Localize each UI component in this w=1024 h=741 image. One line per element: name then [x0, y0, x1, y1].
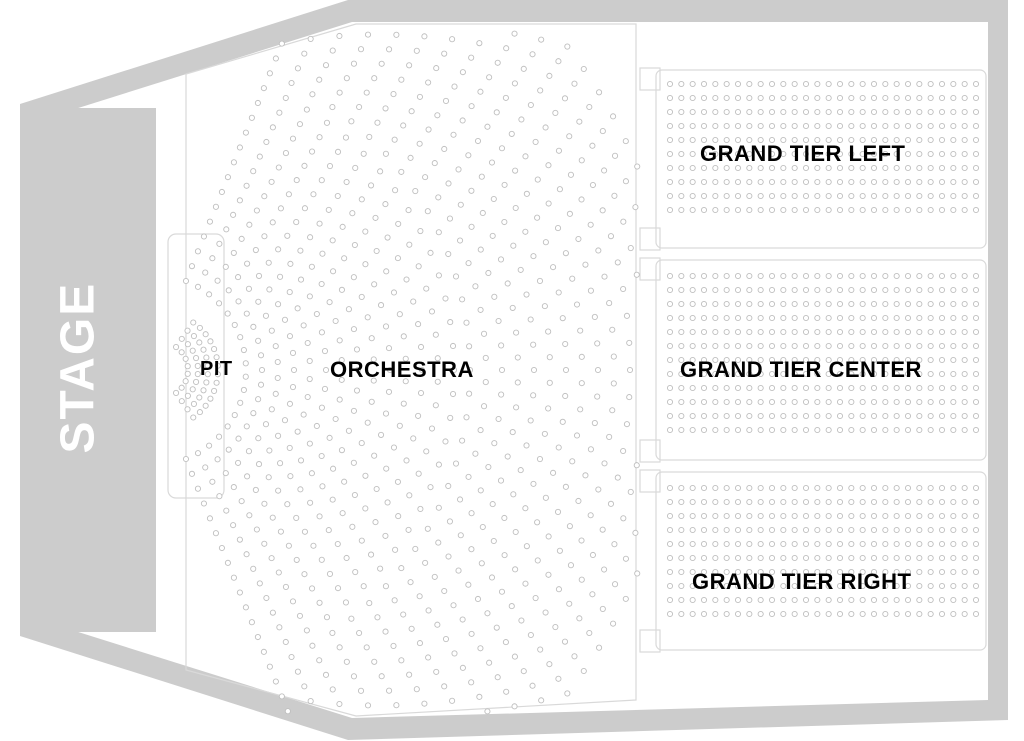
grand-tier-left-label: GRAND TIER LEFT	[700, 141, 906, 167]
pit-label: PIT	[200, 358, 233, 381]
grand-tier-center-label: GRAND TIER CENTER	[680, 357, 922, 383]
seating-chart: STAGE PIT ORCHESTRA GRAND TIER LEFT GRAN…	[0, 0, 1024, 741]
grand-tier-right-label: GRAND TIER RIGHT	[692, 569, 911, 595]
orchestra-label: ORCHESTRA	[330, 357, 474, 383]
stage-label: STAGE	[51, 294, 106, 454]
